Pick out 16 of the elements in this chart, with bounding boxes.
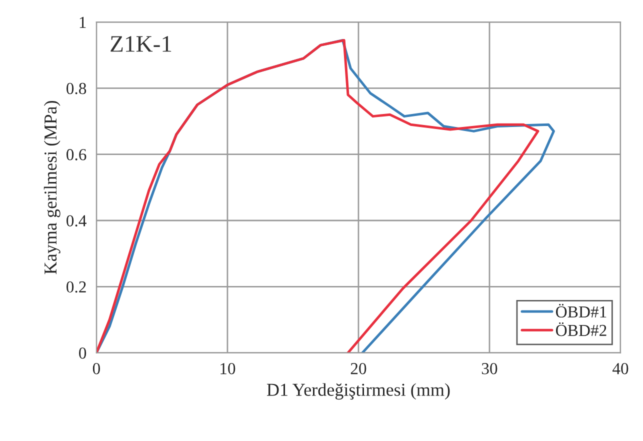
legend-label: ÖBD#1 [556,304,606,318]
x-tick-label: 30 [482,363,498,374]
y-axis-title: Kayma gerilmesi (MPa) [44,100,60,274]
y-tick-label: 0.2 [66,281,86,293]
y-tick-label: 0.6 [66,149,86,160]
x-tick-label: 40 [612,363,628,374]
x-tick-label: 10 [220,363,236,374]
legend-label: ÖBD#2 [556,322,606,336]
y-tick-label: 0 [79,348,86,359]
y-tick-label: 0.4 [66,215,86,227]
y-tick-label: 0.8 [66,82,86,94]
x-tick-label: 0 [92,363,100,374]
annotation: Z1K-1 [110,36,172,52]
x-axis-title: D1 Yerdeğiştirmesi (mm) [266,383,450,400]
x-tick-label: 20 [350,363,366,374]
y-tick-label: 1 [80,16,86,28]
